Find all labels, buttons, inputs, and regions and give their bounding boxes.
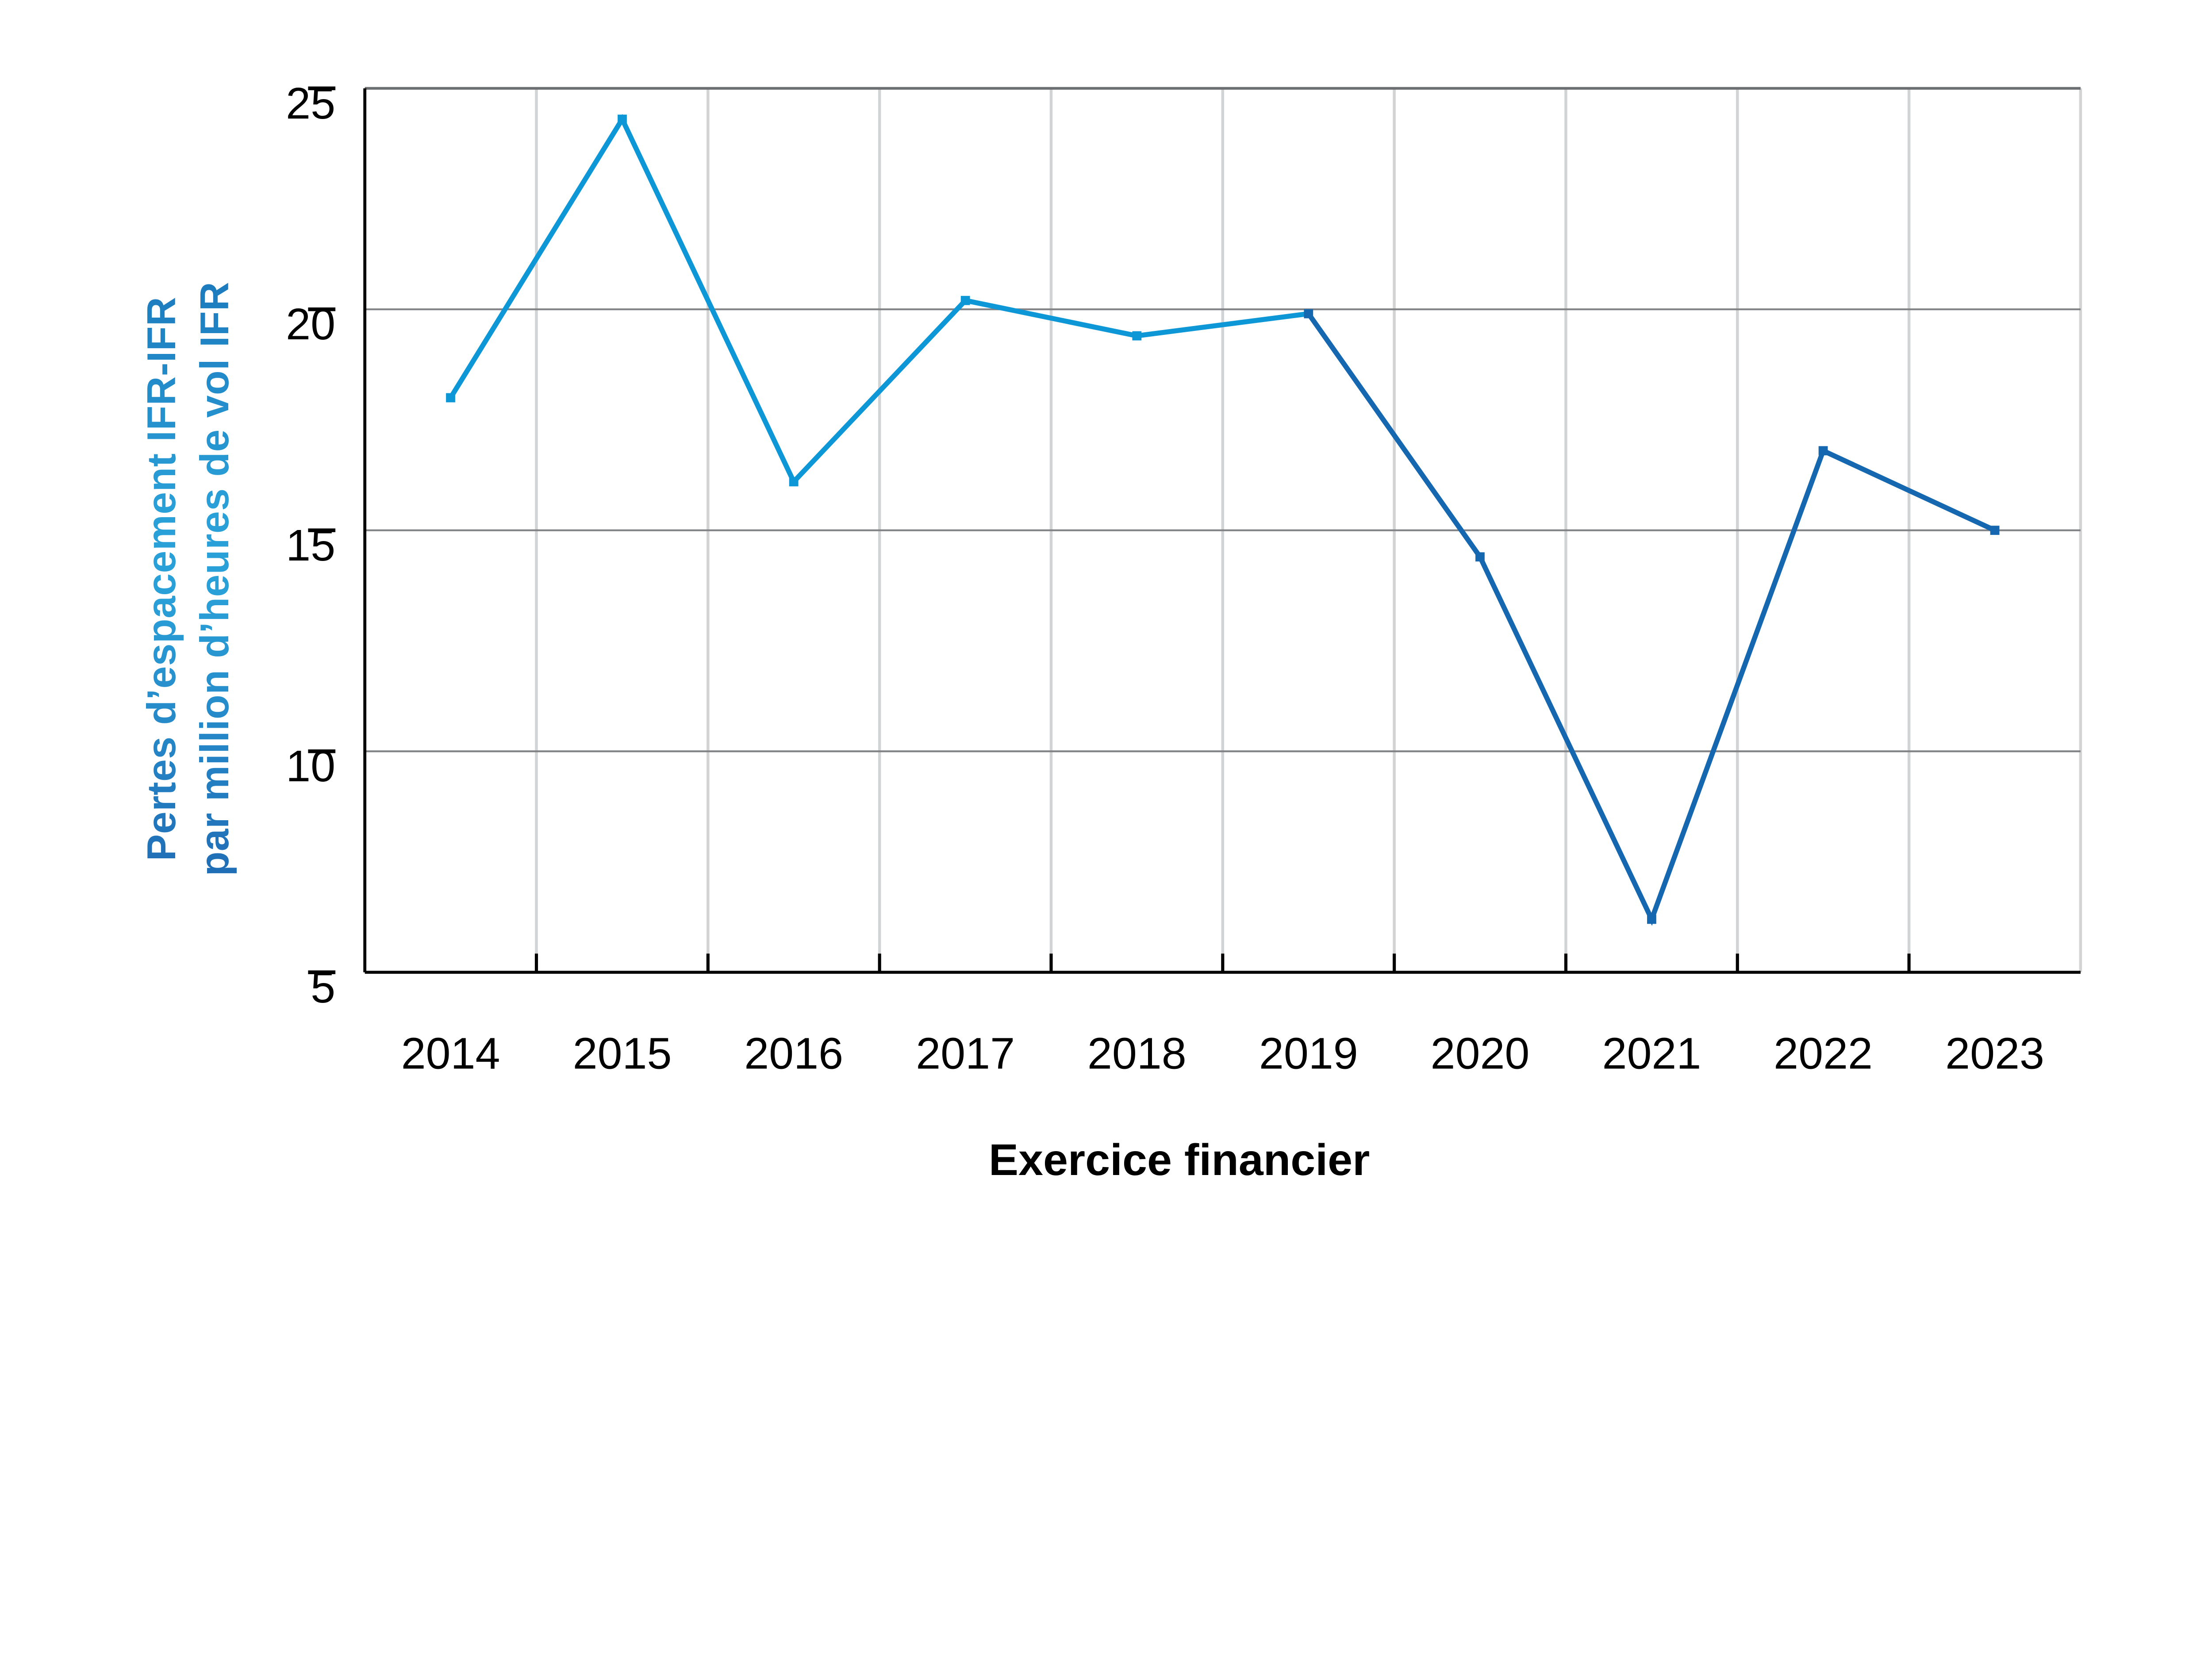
x-axis-title: Exercice financier	[989, 1135, 1370, 1185]
x-tick-labels: 2014 2015 2016 2017 2018 2019 2020 2021 2022 2023	[401, 1029, 2044, 1079]
y-tick-label-5: 5	[311, 963, 335, 1012]
data-point-2021	[1647, 914, 1656, 924]
x-tick-label-2014: 2014	[401, 1029, 500, 1079]
x-tick-label-2018: 2018	[1087, 1029, 1187, 1079]
y-axis-title-line1: Pertes d’espacement IFR-IFR	[139, 296, 184, 861]
data-point-2023	[1990, 526, 2000, 535]
y-axis-title: Pertes d’espacement IFR-IFR par million …	[135, 148, 241, 1010]
y-tick-label-15: 15	[286, 521, 335, 570]
data-markers	[446, 115, 2000, 924]
data-point-2016	[789, 477, 799, 487]
line-chart: 2014 2015 2016 2017 2018 2019 2020 2021 2022 2023…	[286, 79, 2082, 1185]
x-tick-label-2020: 2020	[1431, 1029, 1530, 1079]
y-tick-label-25: 25	[286, 79, 335, 128]
series-line-2014-2019	[448, 114, 1309, 486]
x-tick-label-2015: 2015	[573, 1029, 672, 1079]
x-tick-label-2023: 2023	[1945, 1029, 2044, 1079]
y-tick-label-20: 20	[286, 300, 335, 349]
data-point-2014	[446, 393, 455, 403]
data-point-2019	[1304, 309, 1313, 319]
y-tick-label-10: 10	[286, 741, 335, 791]
data-point-2020	[1475, 552, 1485, 562]
axis-ticks	[308, 86, 1911, 974]
data-point-2017	[960, 296, 970, 305]
x-tick-label-2022: 2022	[1774, 1029, 1873, 1079]
x-tick-label-2017: 2017	[916, 1029, 1015, 1079]
x-tick-label-2021: 2021	[1602, 1029, 1701, 1079]
series-line-2019-2023	[1306, 312, 1996, 926]
data-point-2018	[1132, 331, 1142, 341]
x-tick-label-2016: 2016	[744, 1029, 843, 1079]
data-point-2022	[1818, 446, 1828, 456]
chart-figure: 2014 2015 2016 2017 2018 2019 2020 2021 2022 2023…	[135, 78, 2082, 1185]
y-tick-labels: 5 10 15 20 25	[286, 79, 335, 1012]
data-point-2015	[618, 115, 627, 124]
x-tick-label-2019: 2019	[1259, 1029, 1358, 1079]
y-axis-title-line2: par million d’heures de vol IFR	[192, 281, 237, 876]
